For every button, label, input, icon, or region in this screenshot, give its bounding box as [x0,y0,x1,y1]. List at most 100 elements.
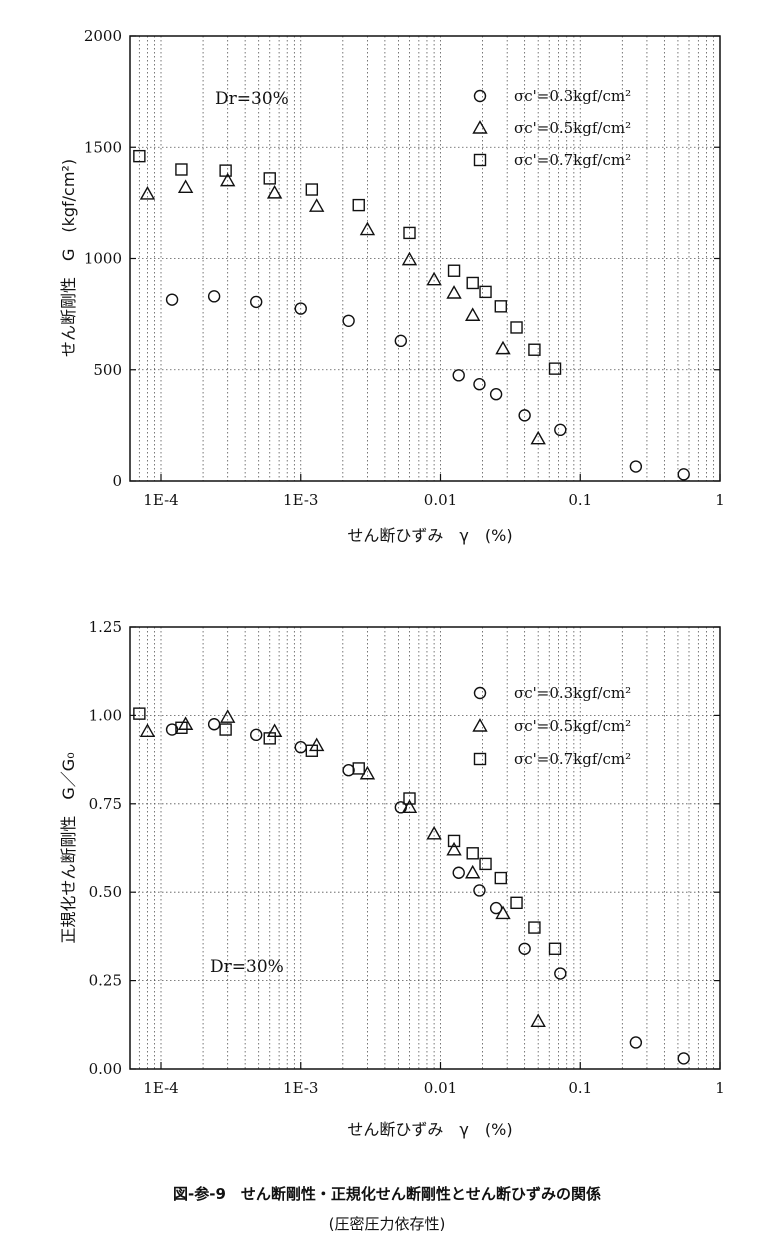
x-tick-label: 1E-4 [143,1079,178,1097]
data-point-circle [394,334,408,348]
data-point-triangle [219,709,236,723]
series-square [133,149,562,375]
y-tick-label: 0 [112,472,122,490]
data-point-triangle [426,271,442,286]
data-point-triangle [139,186,156,200]
data-point-triangle [139,723,156,738]
data-point-triangle [495,340,511,355]
x-tick-label: 0.01 [424,1079,457,1097]
data-point-square [219,164,232,177]
grid [129,627,721,1069]
data-point-triangle [495,905,511,920]
data-point-square [447,264,461,277]
y-tick-label: 500 [93,361,122,379]
series-square [133,707,562,955]
x-tick-label: 1E-4 [143,491,178,509]
data-point-triangle [401,251,418,266]
series-circle [165,718,690,1065]
y-tick-label: 0.50 [89,883,122,901]
y-tick-label: 1500 [84,138,122,156]
data-point-triangle [359,221,376,236]
data-point-square [175,721,188,734]
y-tick-label: 0.25 [89,972,122,990]
legend-label: σc'=0.3kgf/cm² [514,684,631,702]
y-tick-label: 1.00 [89,706,122,724]
data-point-triangle [177,179,194,194]
legend-label: σc'=0.5kgf/cm² [514,119,631,137]
data-point-square [403,792,416,805]
data-point-square [305,183,319,196]
data-point-square [479,857,492,871]
data-point-triangle [446,841,462,856]
y-tick-label: 1000 [84,250,122,268]
data-point-circle [518,409,531,422]
data-point-square [133,149,146,163]
data-point-circle [250,295,263,309]
data-point-triangle [177,716,194,730]
data-point-square [494,300,507,313]
data-point-square [219,723,232,736]
data-point-circle [294,302,307,315]
data-point-triangle [426,825,442,840]
x-tick-label: 1 [715,1079,725,1097]
legend: σc'=0.3kgf/cm² σc'=0.5kgf/cm² σc'=0.7kgf/c… [472,684,631,768]
density-annotation: Dr=30% [210,957,284,977]
x-axis-label: せん断ひずみ γ (%) [347,526,512,545]
data-point-square [175,163,188,176]
data-point-square [510,896,523,910]
data-point-circle [629,1036,643,1049]
data-point-circle [489,388,503,401]
data-point-circle [207,290,221,303]
data-point-circle [677,468,690,481]
figure-subcaption: (圧密圧力依存性) [328,1215,446,1233]
chart-1: 0 500 1000 1500 2000 1E-4 1E-3 0.01 0.1 1 せん断ひずみ γ… [59,27,725,545]
data-point-circle [473,884,486,897]
data-point-circle [554,423,567,437]
data-point-triangle [530,430,546,445]
y-tick-label: 2000 [84,27,122,45]
data-point-square [305,744,319,757]
legend: σc'=0.3kgf/cm² σc'=0.5kgf/cm² σc'=0.7kgf/c… [472,87,631,169]
data-point-square [548,362,562,375]
data-point-triangle [401,799,418,814]
data-point-triangle [359,765,376,780]
data-point-circle [250,728,263,742]
data-point-triangle [266,184,283,199]
data-point-circle [342,314,355,327]
data-point-circle [677,1052,690,1065]
y-tick-label: 1.25 [89,618,122,636]
y-axis-label: せん断剛性 G (kgf/cm²) [59,159,78,357]
data-point-triangle [530,1013,546,1027]
x-tick-label: 1E-3 [283,1079,318,1097]
data-point-triangle [308,198,325,212]
x-tick-label: 0.1 [568,491,592,509]
legend-label: σc'=0.5kgf/cm² [514,717,631,735]
data-point-triangle [465,864,481,879]
data-point-circle [554,967,567,980]
data-point-circle [629,460,643,473]
data-point-circle [518,942,531,955]
legend-triangle-marker [472,718,488,732]
data-point-square [510,321,523,334]
density-annotation: Dr=30% [215,89,289,109]
x-tick-label: 0.1 [568,1079,592,1097]
x-tick-label: 0.01 [424,491,457,509]
data-point-triangle [446,285,462,299]
data-point-circle [207,718,221,731]
data-point-square [352,762,365,775]
data-point-circle [473,378,486,391]
data-point-square [466,276,479,290]
y-tick-label: 0.75 [89,795,122,813]
legend-label: σc'=0.7kgf/cm² [514,750,631,768]
data-point-square [447,834,461,848]
x-axis-label: せん断ひずみ γ (%) [347,1120,512,1139]
data-point-square [133,707,146,720]
data-point-square [352,198,365,212]
y-axis-label: 正規化せん断剛性 G／G₀ [59,752,78,943]
legend-label: σc'=0.3kgf/cm² [514,87,631,105]
x-tick-label: 1E-3 [283,491,318,509]
data-point-square [494,871,507,885]
data-point-circle [342,764,355,777]
data-point-square [479,285,492,299]
